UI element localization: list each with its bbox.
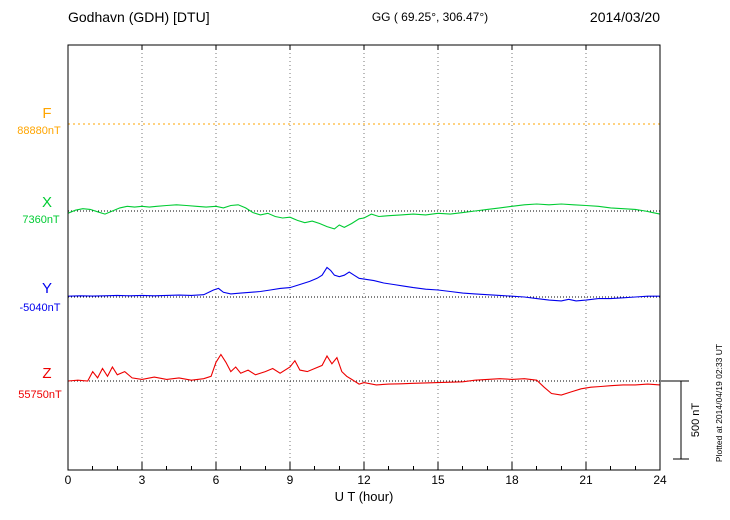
trace-x [67,203,661,230]
coordinates-label: GG ( 69.25°, 306.47°) [372,10,488,24]
x-tick-label-12: 12 [357,473,371,487]
x-tick-label-3: 3 [139,473,146,487]
station-title: Godhavn (GDH) [DTU] [68,9,210,25]
series-baseline-x: 7360nT [22,214,60,226]
series-label-y: Y [42,280,52,297]
x-tick-label-15: 15 [431,473,445,487]
series-baseline-y: -5040nT [20,302,61,314]
series-baseline-z: 55750nT [18,389,62,401]
series-label-z: Z [42,365,51,382]
series-baseline-f: 88880nT [17,125,61,137]
plot-dynamic-layer: 0 3 6 9 12 15 18 21 24 [65,45,689,487]
x-tick-label-6: 6 [213,473,220,487]
trace-y [67,266,660,302]
x-tick-label-0: 0 [65,473,72,487]
x-axis-title: U T (hour) [335,489,394,504]
plotted-at-label: Plotted at 2014/04/19 02:33 UT [714,344,724,462]
x-tick-label-18: 18 [505,473,519,487]
scale-bar-label: 500 nT [690,403,702,438]
series-label-x: X [42,194,52,211]
x-tick-label-9: 9 [287,473,294,487]
plot-border [67,44,661,471]
trace-z [67,353,661,396]
x-tick-label-21: 21 [579,473,593,487]
x-tick-label-24: 24 [653,473,667,487]
series-label-f: F [42,105,51,122]
date-label: 2014/03/20 [590,9,660,25]
